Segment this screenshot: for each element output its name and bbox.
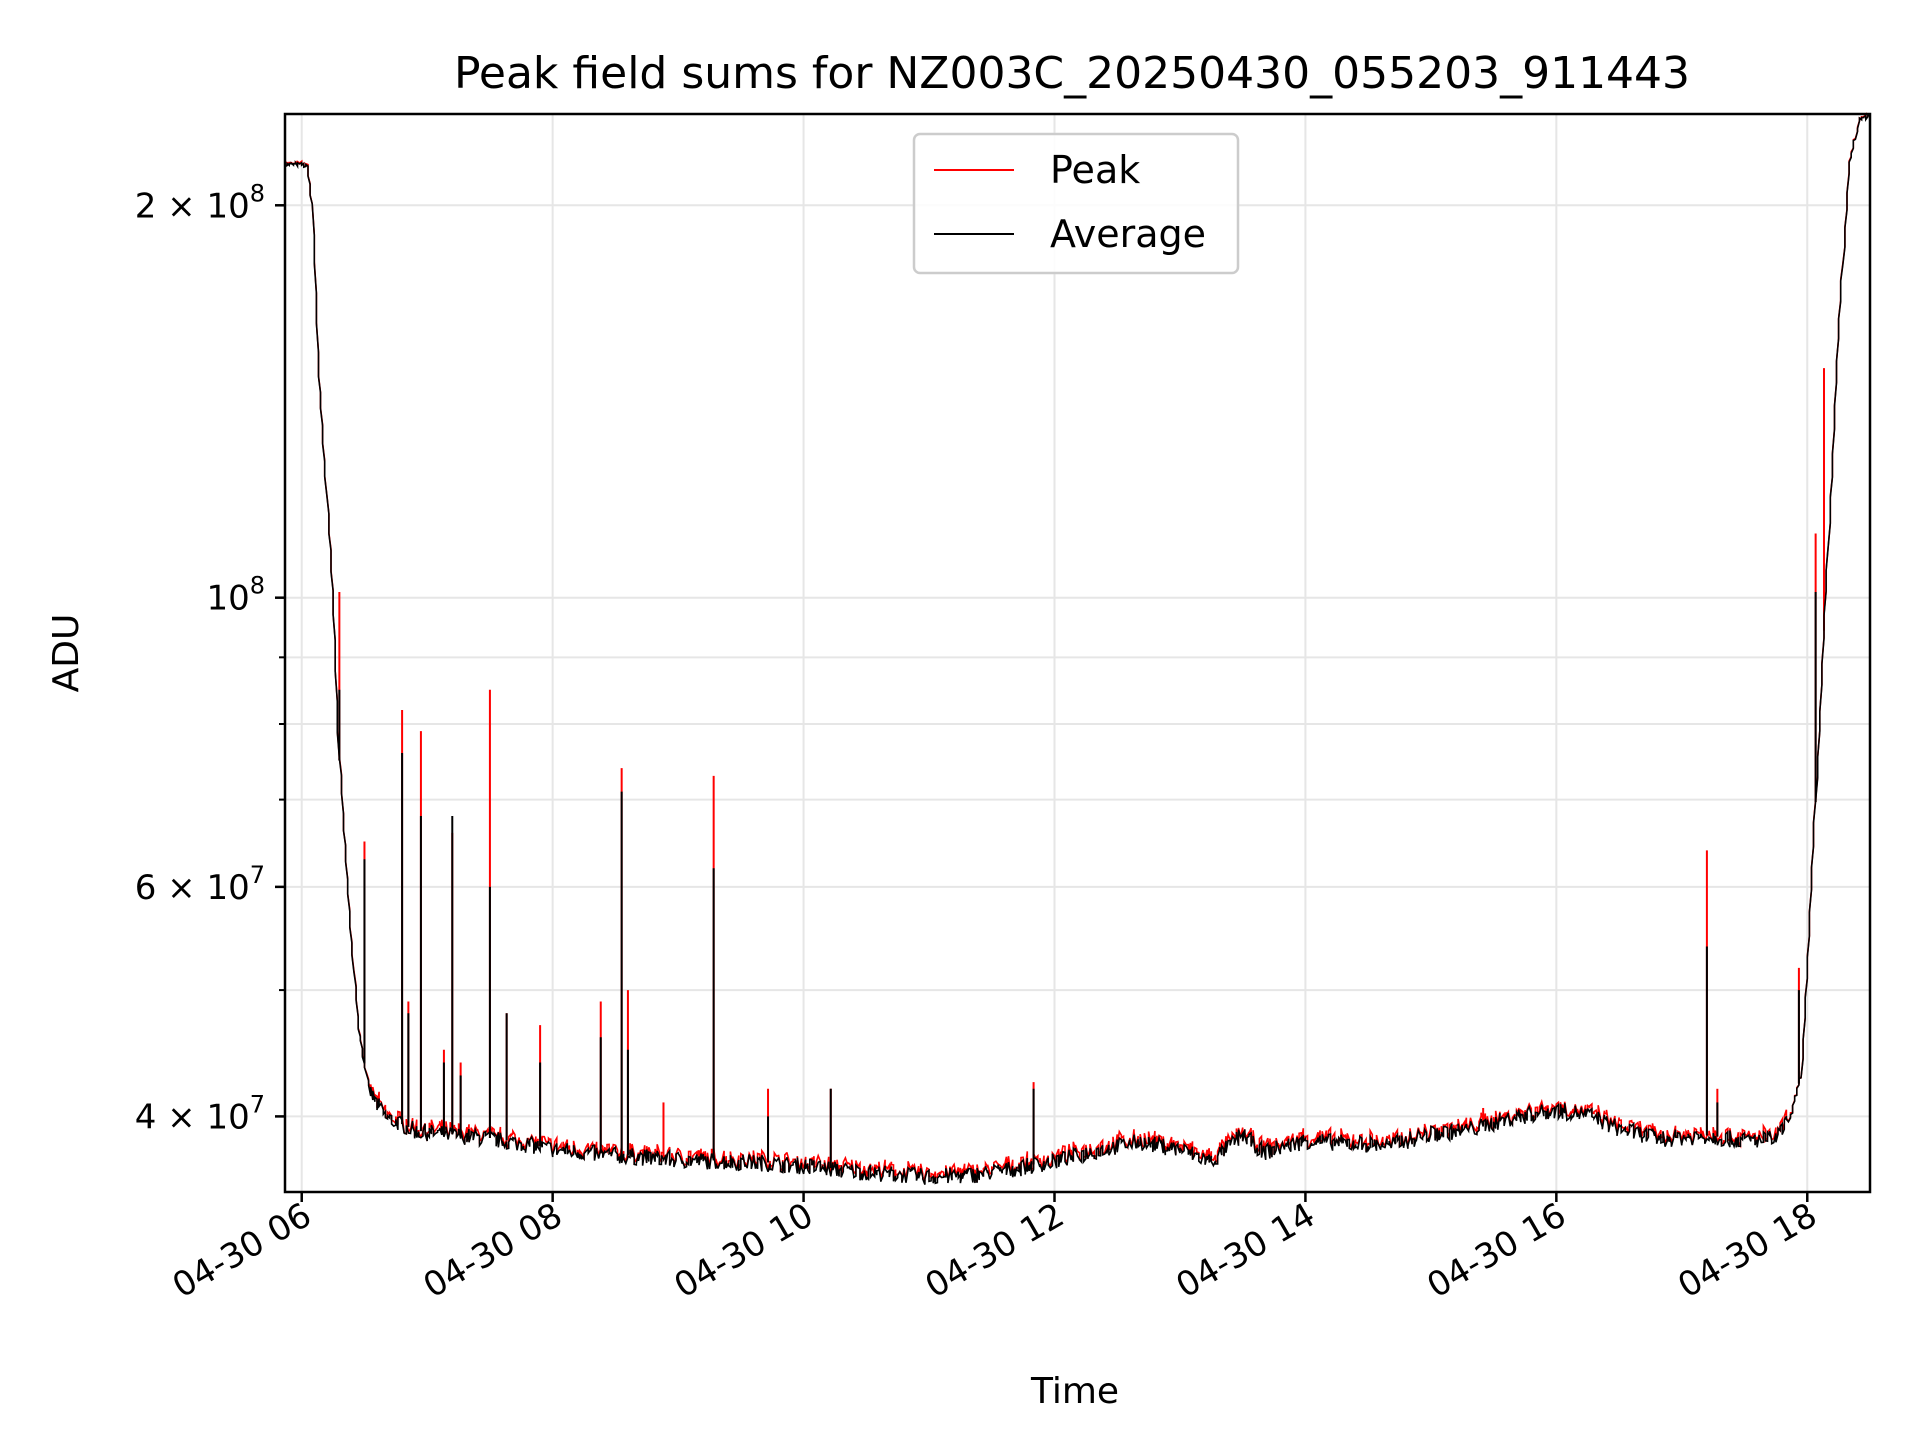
legend-box — [912, 132, 1240, 275]
y-axis-label: ADU — [46, 614, 87, 693]
y-tick-label: 6 × 107 — [135, 861, 265, 908]
legend-label-peak: Peak — [1050, 148, 1140, 192]
legend-label-average: Average — [1050, 212, 1206, 256]
y-tick-label: 4 × 107 — [135, 1090, 265, 1137]
average-series-line — [284, 113, 1871, 1185]
x-axis-label: Time — [1030, 1371, 1119, 1412]
y-tick-label: 108 — [206, 572, 265, 619]
y-axis-ticks: 4 × 107 6 × 107 108 2 × 108 — [135, 179, 285, 1137]
plot-area-frame — [283, 112, 1872, 1194]
average-series-layer — [284, 113, 1871, 1185]
peak-series-line — [285, 112, 1871, 1183]
y-tick-label: 2 × 108 — [135, 179, 265, 226]
legend: Peak Average — [912, 132, 1240, 275]
chart-title: Peak field sums for NZ003C_20250430_0552… — [454, 48, 1690, 99]
